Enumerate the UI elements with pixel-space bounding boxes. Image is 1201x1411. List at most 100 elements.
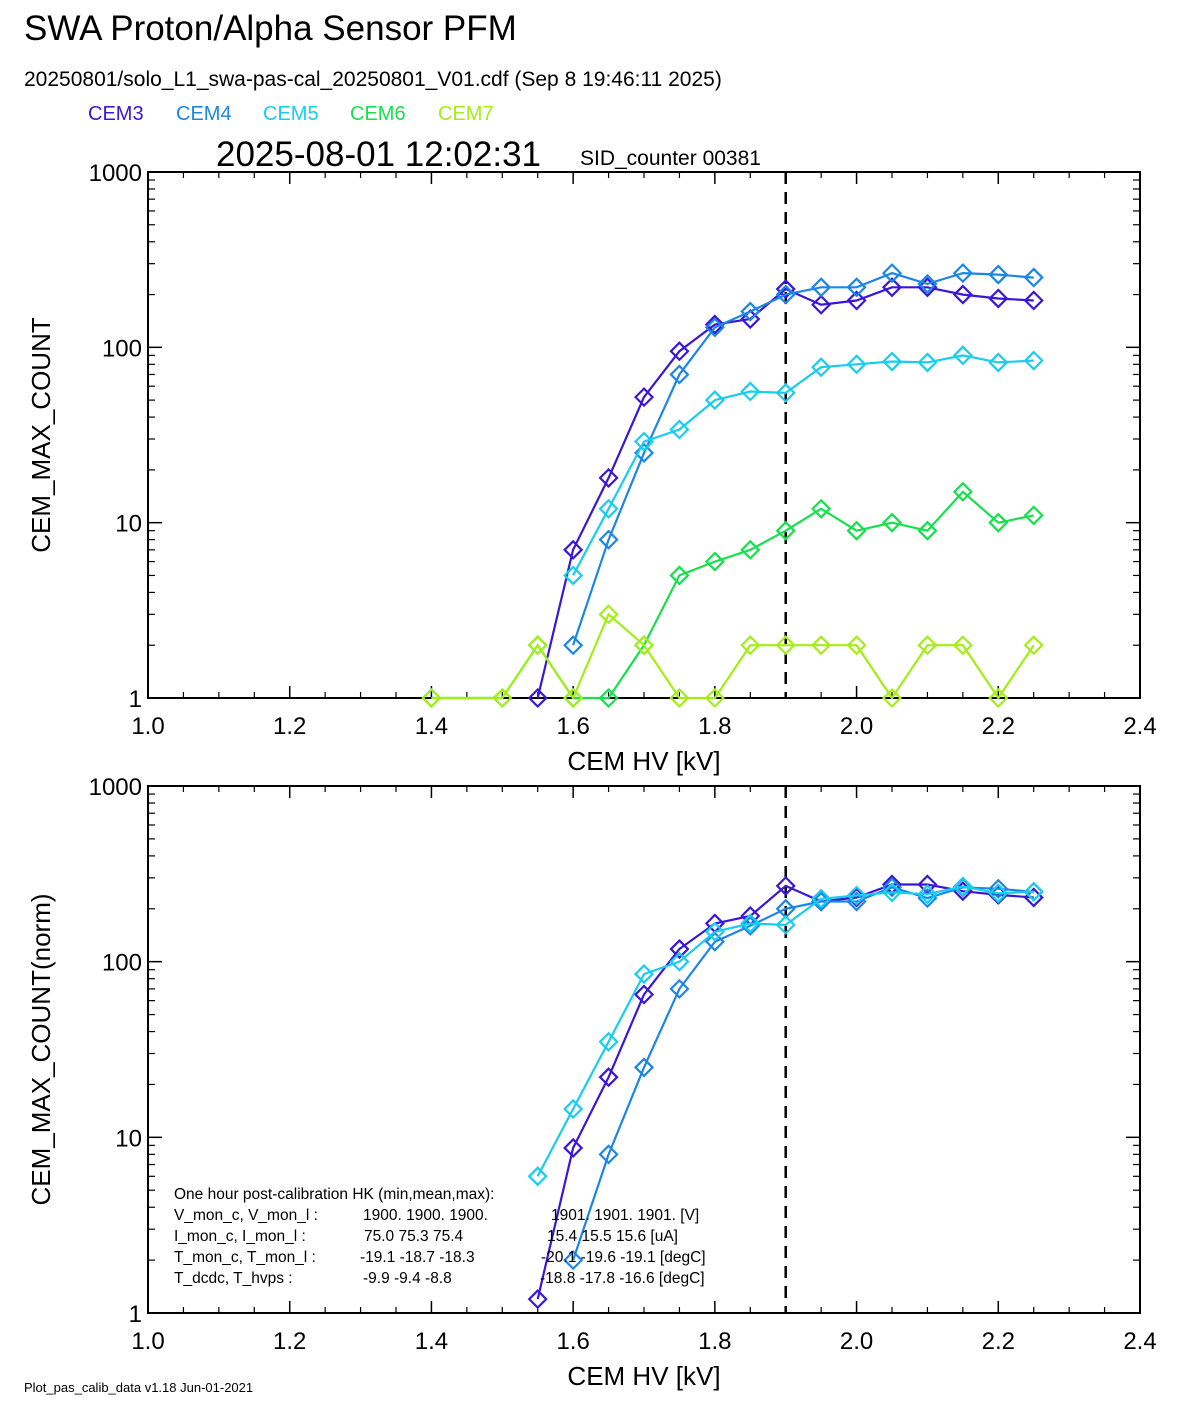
data-point-marker — [704, 921, 725, 942]
x-tick-label: 2.4 — [1123, 713, 1156, 740]
data-point-marker — [704, 687, 725, 709]
data-point-marker — [633, 635, 655, 656]
data-point-marker — [563, 539, 584, 560]
y-tick-label: 100 — [102, 950, 142, 977]
data-point-marker — [527, 635, 548, 656]
legend-item-cem3: CEM3 — [88, 103, 144, 125]
series-cem5 — [527, 876, 1044, 1187]
data-point-marker — [633, 1057, 655, 1078]
data-point-marker — [881, 687, 903, 709]
data-point-marker — [775, 284, 796, 305]
hk-row-label: I_mon_c, I_mon_l : — [174, 1228, 306, 1245]
series-cem7 — [421, 604, 1044, 709]
x-tick-label: 1.4 — [415, 1328, 448, 1355]
x-axis-label: CEM HV [kV] — [567, 746, 720, 776]
data-point-marker — [811, 294, 832, 315]
file-subtitle: 20250801/solo_L1_swa-pas-cal_20250801_V0… — [24, 68, 722, 91]
hk-row-values-a: -9.9 -9.4 -8.8 — [363, 1270, 452, 1287]
data-point-marker — [917, 273, 938, 294]
data-point-marker — [669, 951, 690, 972]
hk-row-values-b: -18.8 -17.8 -16.6 [degC] — [540, 1270, 705, 1287]
series-cem3 — [527, 277, 1044, 709]
data-point-marker — [598, 467, 619, 488]
x-tick-label: 1.6 — [556, 1328, 589, 1355]
data-point-marker — [775, 914, 796, 935]
data-point-marker — [988, 883, 1009, 904]
data-point-marker — [563, 1098, 584, 1120]
y-axis-label: CEM_MAX_COUNT — [26, 317, 56, 553]
hk-row-values-a: 1900. 1900. 1900. — [363, 1207, 488, 1224]
data-point-marker — [811, 277, 832, 298]
data-point-marker — [669, 341, 690, 362]
data-point-marker — [952, 876, 973, 897]
timestamp-label: 2025-08-01 12:02:31 — [216, 135, 541, 174]
x-tick-label: 2.0 — [840, 713, 873, 740]
data-point-marker — [740, 913, 761, 934]
data-point-marker — [917, 874, 938, 895]
data-point-marker — [563, 687, 584, 709]
data-point-marker — [952, 481, 973, 502]
data-point-marker — [669, 364, 690, 385]
x-tick-label: 1.2 — [273, 1328, 306, 1355]
data-point-marker — [1023, 635, 1044, 656]
data-point-marker — [846, 635, 867, 656]
data-point-marker — [1023, 267, 1044, 288]
x-tick-label: 1.8 — [698, 1328, 731, 1355]
hk-row-values-b: -20.1 -19.6 -19.1 [degC] — [541, 1249, 706, 1266]
y-tick-label: 10 — [115, 511, 142, 538]
data-point-marker — [740, 308, 761, 330]
data-point-marker — [952, 635, 973, 656]
data-point-marker — [811, 357, 832, 378]
data-point-marker — [598, 604, 619, 625]
x-tick-label: 1.0 — [131, 1328, 164, 1355]
x-tick-label: 1.2 — [273, 713, 306, 740]
hk-row-values-a: -19.1 -18.7 -18.3 — [360, 1249, 475, 1266]
legend: CEM3 CEM4 CEM5 CEM6 CEM7 — [88, 103, 494, 125]
data-point-marker — [846, 885, 867, 906]
hk-row-values-a: 75.0 75.3 75.4 — [364, 1228, 463, 1245]
data-point-marker — [881, 263, 903, 284]
plot-frame — [147, 171, 1141, 699]
data-point-marker — [598, 529, 619, 550]
data-point-marker — [633, 431, 655, 452]
data-point-marker — [704, 317, 725, 338]
data-point-marker — [421, 687, 442, 709]
data-point-marker — [917, 520, 938, 541]
data-point-marker — [563, 1250, 584, 1271]
data-point-marker — [740, 539, 761, 560]
data-point-marker — [740, 381, 761, 402]
data-point-marker — [881, 351, 903, 372]
series-line — [536, 885, 1034, 1177]
series-line — [431, 612, 1035, 701]
data-point-marker — [917, 352, 938, 373]
data-point-marker — [704, 931, 725, 952]
data-point-marker — [598, 1067, 619, 1088]
data-point-marker — [988, 687, 1009, 709]
sid-counter-label: SID_counter 00381 — [580, 147, 761, 170]
x-tick-label: 2.4 — [1123, 1328, 1156, 1355]
data-point-marker — [775, 278, 796, 300]
data-point-marker — [598, 687, 619, 709]
series-line — [536, 286, 1034, 699]
data-point-marker — [563, 565, 584, 586]
data-point-marker — [917, 888, 938, 909]
data-point-marker — [846, 277, 867, 298]
data-point-marker — [917, 635, 938, 656]
legend-item-cem7: CEM7 — [438, 103, 494, 125]
hk-row-label: T_mon_c, T_mon_l : — [174, 1249, 316, 1266]
data-point-marker — [952, 345, 973, 366]
data-point-marker — [527, 1289, 548, 1310]
chart-top-max-count: 1.0 1.2 1.4 1.6 1.8 2.0 2.2 2.4 1 10 100 1000 CEM HV… — [26, 160, 1157, 776]
data-point-marker — [881, 882, 903, 903]
y-tick-label: 1000 — [89, 160, 142, 187]
data-point-marker — [811, 635, 832, 656]
data-point-marker — [952, 284, 973, 305]
y-tick-label: 1000 — [89, 774, 142, 801]
series-line — [572, 354, 1034, 576]
data-point-marker — [775, 382, 796, 403]
data-point-marker — [740, 301, 761, 322]
data-point-marker — [704, 551, 725, 572]
data-point-marker — [917, 884, 938, 905]
chart-bottom-max-count-norm: 1.0 1.2 1.4 1.6 1.8 2.0 2.2 2.4 1 10 100 1000 CEM HV… — [26, 774, 1157, 1391]
